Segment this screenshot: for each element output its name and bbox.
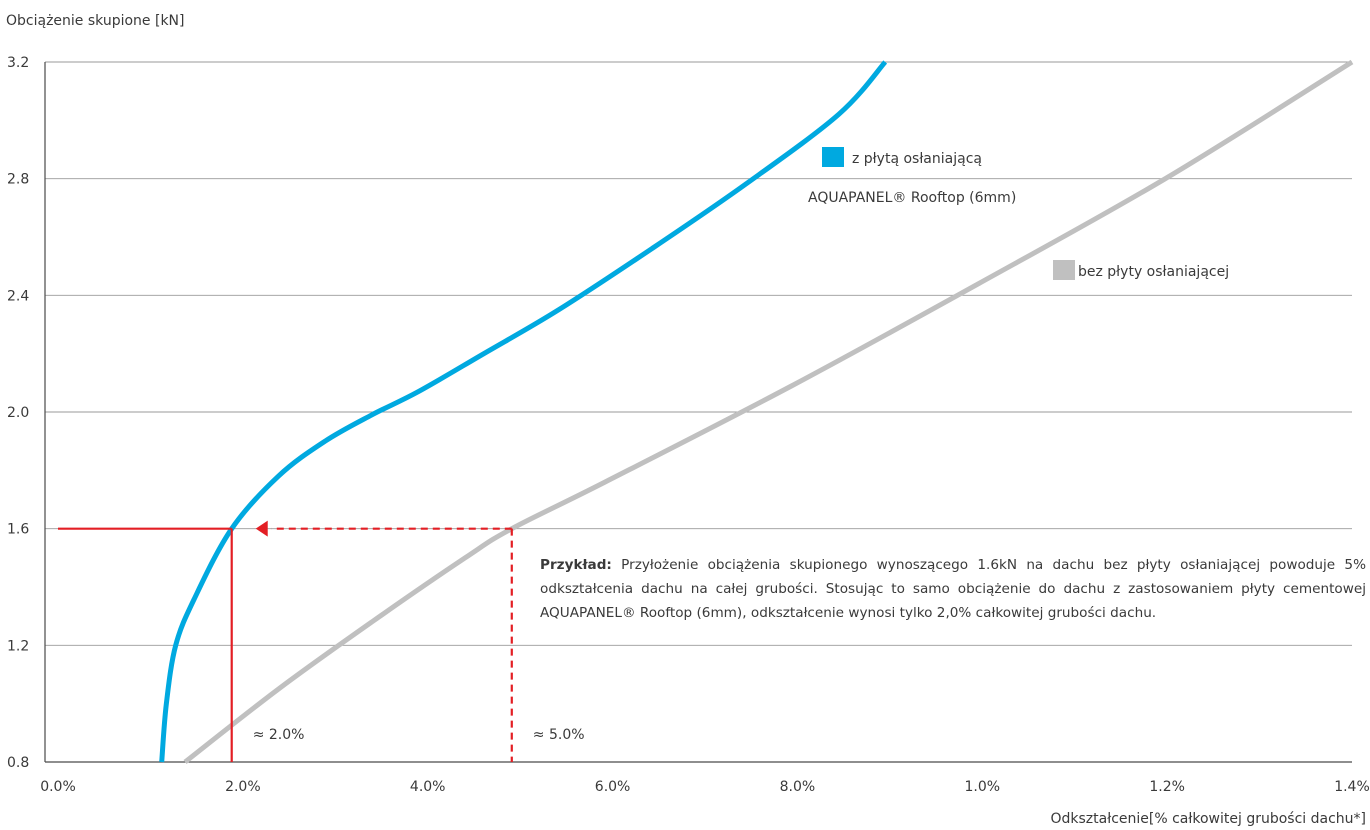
x-tick-labels: 0.0% 2.0% 4.0% 6.0% 8.0% 1.0% 1.2% 1.4% (40, 779, 1370, 795)
annotation-5pct: ≈ 5.0% (533, 727, 585, 743)
y-tick-label: 2.4 (7, 288, 29, 304)
legend: z płytą osłaniającą AQUAPANEL® Rooftop (6… (808, 147, 1229, 280)
x-tick-label: 1.0% (964, 779, 1000, 795)
example-guides (58, 520, 513, 762)
series-line-without-board (183, 59, 1354, 764)
legend-label-without-board: bez płyty osłaniającej (1078, 264, 1229, 280)
legend-swatch-with-board (822, 147, 844, 167)
x-tick-label: 1.2% (1149, 779, 1185, 795)
legend-label-with-board-line2: AQUAPANEL® Rooftop (6mm) (808, 190, 1016, 206)
arrow-head (255, 520, 268, 537)
example-note-text: Przyłożenie obciążenia skupionego wynosz… (540, 557, 1366, 621)
y-tick-label: 1.6 (7, 522, 29, 538)
y-tick-label: 0.8 (7, 755, 29, 771)
annotation-2pct: ≈ 2.0% (253, 727, 305, 743)
x-tick-label: 6.0% (595, 779, 631, 795)
example-note-lead: Przykład: (540, 557, 612, 573)
example-note: Przykład: Przyłożenie obciążenia skupion… (540, 553, 1366, 625)
y-tick-labels: 0.8 1.2 1.6 2.0 2.4 2.8 3.2 (7, 55, 29, 771)
x-tick-label: 1.4% (1334, 779, 1370, 795)
series-line-with-board (159, 60, 888, 763)
y-tick-label: 1.2 (7, 638, 29, 654)
y-tick-label: 2.8 (7, 172, 29, 188)
annotation-labels: ≈ 2.0% ≈ 5.0% (253, 727, 585, 743)
x-tick-label: 0.0% (40, 779, 76, 795)
y-axis-label: Obciążenie skupione [kN] (6, 13, 185, 29)
legend-swatch-without-board (1053, 260, 1075, 280)
y-tick-label: 3.2 (7, 55, 29, 71)
y-tick-label: 2.0 (7, 405, 29, 421)
series-lines (159, 59, 1354, 764)
x-axis-label: Odkształcenie[% całkowitej grubości dach… (1051, 811, 1367, 827)
x-tick-label: 2.0% (225, 779, 261, 795)
grid-lines (45, 61, 1352, 763)
x-tick-label: 8.0% (780, 779, 816, 795)
legend-label-with-board: z płytą osłaniającą (852, 151, 982, 167)
x-tick-label: 4.0% (410, 779, 446, 795)
